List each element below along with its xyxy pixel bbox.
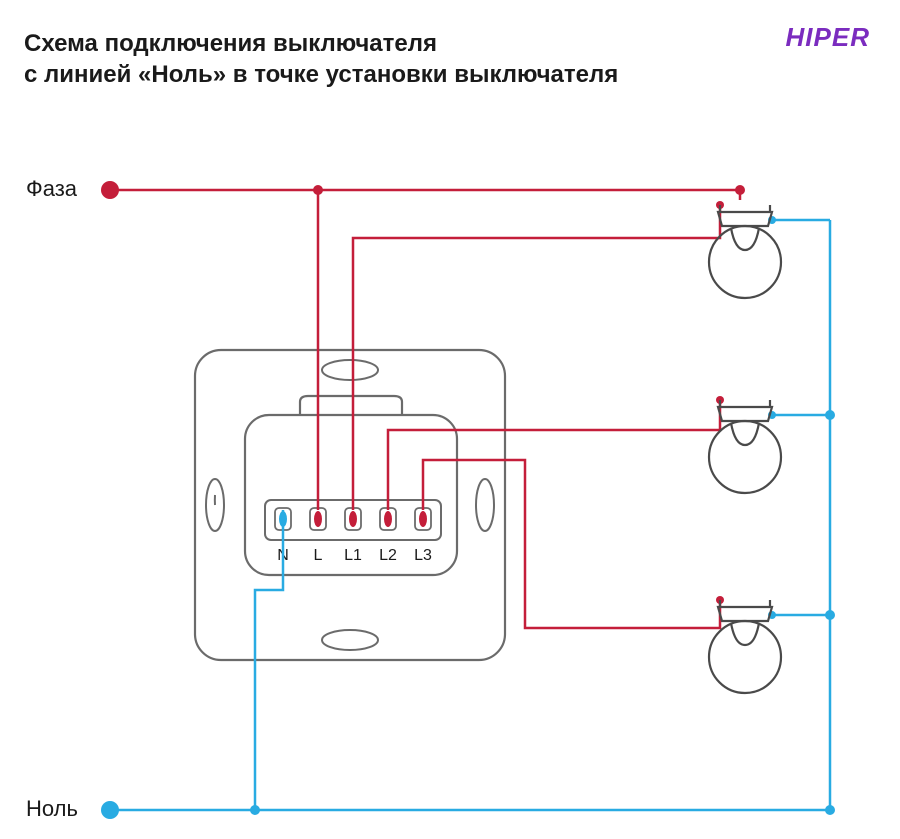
bulb-3 bbox=[709, 600, 781, 693]
terminal-label-l3: L3 bbox=[414, 547, 432, 564]
terminal-label-l2: L2 bbox=[379, 547, 397, 564]
wiring-diagram: N L L1 L2 L3 bbox=[0, 0, 900, 839]
switch-body bbox=[195, 350, 505, 660]
bulb-2 bbox=[709, 400, 781, 493]
neutral-wires bbox=[110, 220, 830, 810]
terminal-label-l1: L1 bbox=[344, 547, 362, 564]
terminal-label-l: L bbox=[314, 547, 323, 564]
bulb-1 bbox=[709, 205, 781, 298]
neutral-nodes bbox=[101, 216, 835, 819]
